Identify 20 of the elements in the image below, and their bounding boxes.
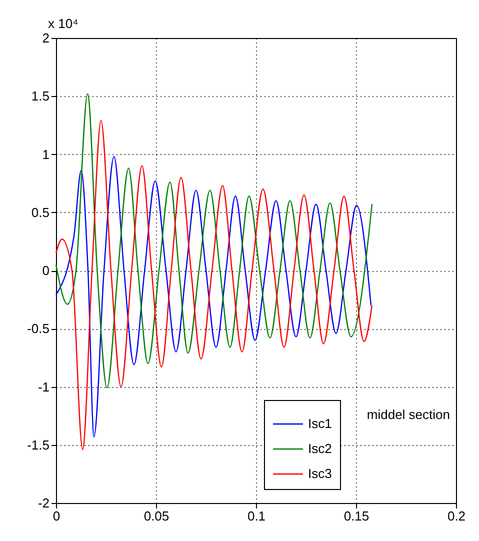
y-tick-label: 1.5 <box>31 88 50 104</box>
y-tick-label: -2 <box>38 496 50 510</box>
annotation: middel section <box>366 407 450 422</box>
x-tick-label: 0.05 <box>144 508 170 524</box>
text: x 10⁴ <box>48 16 78 31</box>
x-tick-label: 0.2 <box>447 508 466 524</box>
y-tick-label: 2 <box>42 30 50 46</box>
x-tick-label: 0.1 <box>247 508 266 524</box>
y-tick-label: 1 <box>42 146 50 162</box>
x-tick-label: 0 <box>52 508 60 524</box>
y-tick-label: -1 <box>38 379 50 394</box>
legend-label: Isc1 <box>308 416 332 431</box>
y-tick-label: 0 <box>42 263 50 278</box>
y-tick-label: 0.5 <box>31 204 50 220</box>
x-tick-label: 0.15 <box>344 508 370 524</box>
y-tick-label: -0.5 <box>27 321 50 336</box>
y-tick-label: -1.5 <box>27 437 50 452</box>
line-series <box>55 93 373 389</box>
legend-label: Isc3 <box>308 466 332 481</box>
legend-label: Isc2 <box>308 441 332 456</box>
